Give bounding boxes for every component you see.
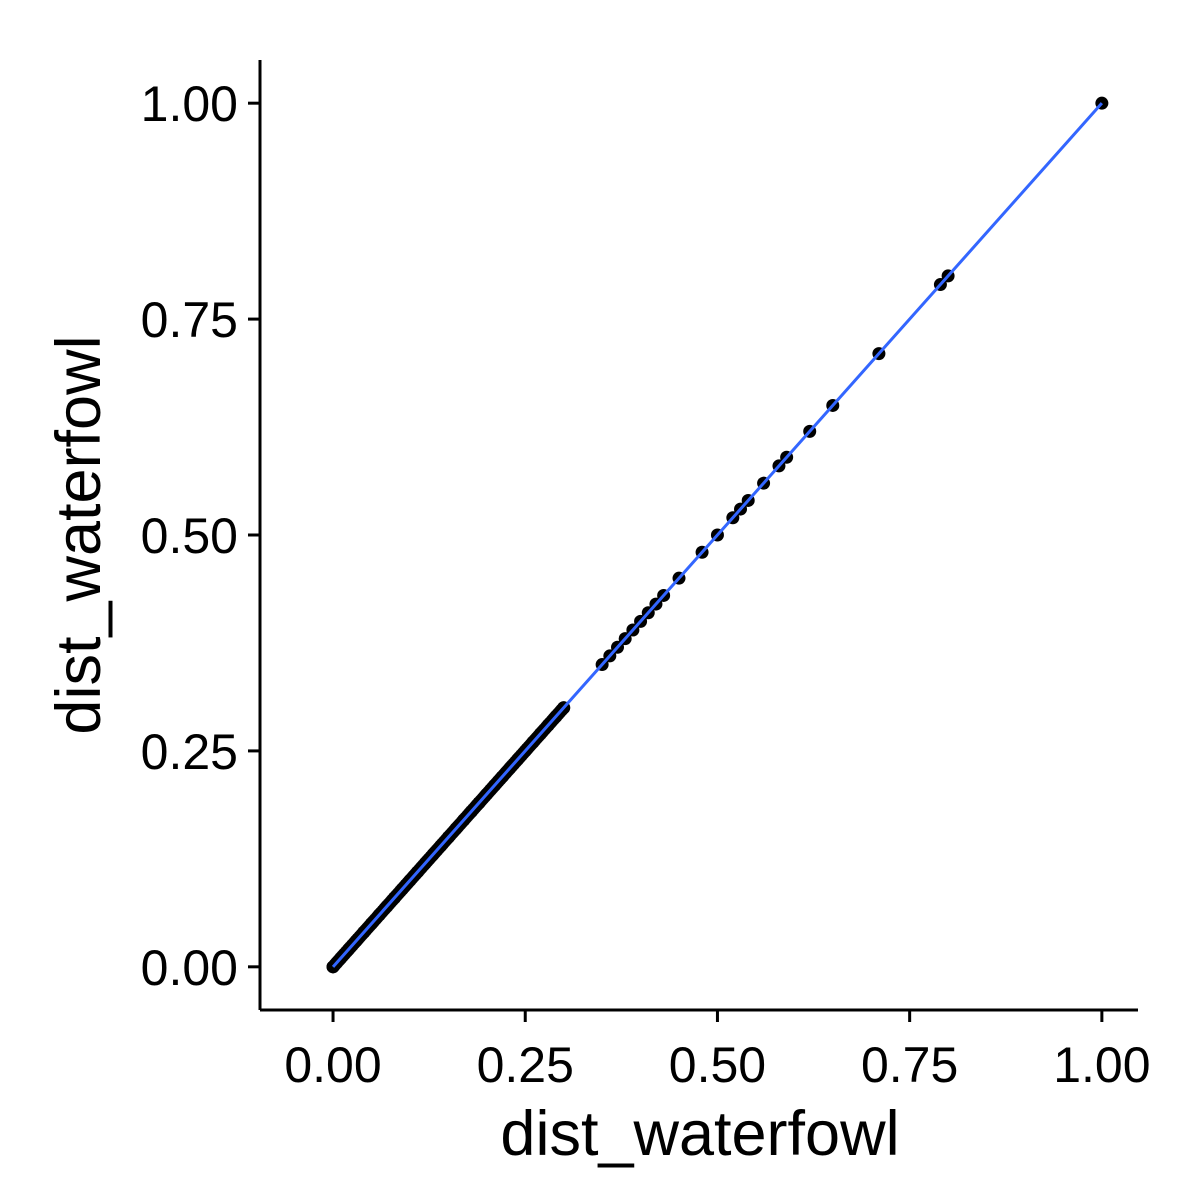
y-axis-ticks: 0.00 0.25 0.50 0.75 1.00 (141, 76, 260, 996)
y-tick-label: 0.00 (141, 940, 238, 996)
y-tick-label: 0.50 (141, 508, 238, 564)
y-tick-label: 1.00 (141, 76, 238, 132)
y-tick-label: 0.75 (141, 292, 238, 348)
x-tick-label: 0.50 (669, 1037, 766, 1093)
x-tick-label: 0.25 (477, 1037, 574, 1093)
x-axis-title: dist_waterfowl (500, 1099, 899, 1169)
x-tick-label: 0.00 (284, 1037, 381, 1093)
fit-line-layer (331, 102, 1103, 968)
x-axis-ticks: 0.00 0.25 0.50 0.75 1.00 (284, 1010, 1151, 1093)
y-tick-label: 0.25 (141, 724, 238, 780)
y-axis-title: dist_waterfowl (44, 335, 114, 734)
x-tick-label: 0.75 (861, 1037, 958, 1093)
fit-line (331, 102, 1103, 968)
x-tick-label: 1.00 (1053, 1037, 1150, 1093)
